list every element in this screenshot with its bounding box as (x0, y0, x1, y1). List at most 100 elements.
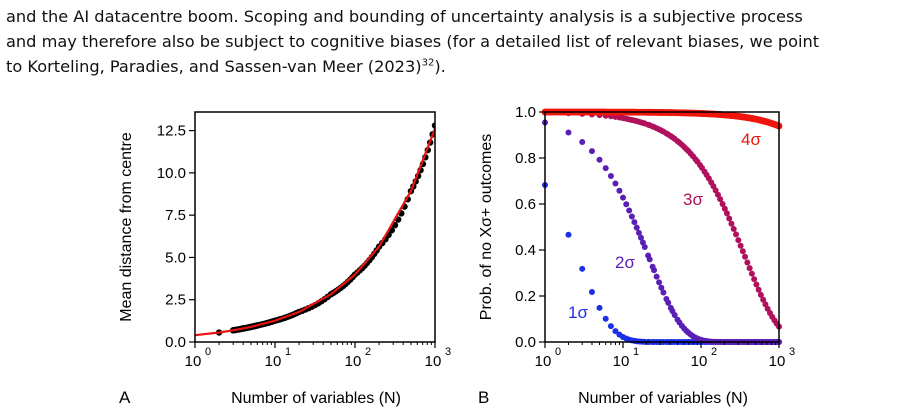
y-tick-label: 0.8 (515, 150, 536, 167)
y-tick-label: 1.0 (515, 104, 536, 121)
panel-b-point (626, 207, 633, 214)
panel-b-point (737, 242, 744, 249)
panel-b-point (579, 265, 586, 272)
paragraph-line-3-end: ). (434, 57, 446, 76)
panel-b-point (751, 276, 758, 283)
panel-b-point (623, 201, 630, 208)
panel-b-point (726, 215, 733, 222)
panel-b-label: B (478, 388, 489, 407)
panel-b-point (637, 234, 644, 241)
panel-b-point (612, 328, 619, 335)
panel-b-x-axis-label: Number of variables (N) (578, 390, 748, 407)
x-tick-exponent: 3 (445, 346, 451, 358)
panel-b-point (602, 315, 609, 322)
panel-b-point (660, 289, 667, 296)
x-tick-label: 10 (345, 353, 362, 370)
panel-b-point (728, 220, 735, 227)
panel-b-point (671, 311, 678, 318)
x-tick-label: 10 (265, 353, 282, 370)
y-tick-label: 0.4 (515, 242, 536, 259)
x-tick-label: 10 (769, 353, 786, 370)
x-tick-exponent: 1 (285, 346, 291, 358)
panel-b-point (596, 304, 603, 311)
panel-b-series-label: 4σ (741, 130, 761, 149)
panel-b-point (588, 148, 595, 155)
panel-b-point (641, 244, 648, 251)
panel-b-point (631, 219, 638, 226)
panel-a-x-axis-label: Number of variables (N) (231, 390, 401, 407)
x-tick-exponent: 0 (205, 346, 211, 358)
panel-b-point (746, 265, 753, 272)
panel-b-point (732, 231, 739, 238)
panel-b-point (665, 299, 672, 306)
panel-b-point (739, 248, 746, 255)
panel-a-frame (194, 111, 436, 343)
panel-b-point (565, 129, 572, 136)
panel-a-scatter (215, 122, 435, 336)
paragraph-line-3: to Korteling, Paradies, and Sassen-van M… (6, 57, 422, 76)
panel-b-series-label: 2σ (615, 253, 635, 272)
panel-b-point (653, 273, 660, 280)
citation-superscript: 32 (421, 57, 435, 69)
panel-a-y-axis-label: Mean distance from centre (118, 132, 135, 322)
panel-b-point (607, 323, 614, 330)
paragraph-line-2: and may therefore also be subject to cog… (6, 32, 820, 51)
y-tick-label: 2.5 (165, 292, 186, 309)
panel-b-point (658, 284, 665, 291)
y-tick-label: 0.0 (165, 334, 186, 351)
x-tick-exponent: 1 (633, 346, 639, 358)
y-tick-label: 12.5 (157, 123, 186, 140)
y-tick-label: 0.0 (515, 334, 536, 351)
panel-b-point (602, 165, 609, 172)
panel-a-scatter-point (431, 122, 435, 129)
panel-b-point (721, 205, 728, 212)
panel-b-point (730, 226, 737, 233)
panel-b-point (628, 213, 635, 220)
panel-b-point (760, 296, 767, 303)
panel-b-point (757, 291, 764, 298)
panel-b-point (742, 253, 749, 260)
panel-b-point (748, 270, 755, 277)
panel-b-point (755, 286, 762, 293)
panel-b-series-label: 3σ (683, 190, 703, 209)
y-tick-label: 10.0 (157, 165, 186, 182)
x-tick-label: 10 (613, 353, 630, 370)
panel-b-series-labels: 1σ 2σ 3σ 4σ (568, 130, 761, 322)
x-tick-exponent: 3 (789, 346, 795, 358)
y-tick-label: 5.0 (165, 249, 186, 266)
panel-b-point (596, 156, 603, 163)
panel-b-point (616, 187, 623, 194)
x-tick-label: 10 (691, 353, 708, 370)
panel-b-point (579, 138, 586, 145)
panel-a-plot (195, 122, 435, 337)
panel-b-point (635, 229, 642, 236)
panel-a-label: A (119, 388, 131, 407)
panel-b-point (723, 210, 730, 217)
body-paragraph: and the AI datacentre boom. Scoping and … (6, 4, 891, 79)
panel-b-point (639, 239, 646, 246)
y-tick-label: 0.6 (515, 196, 536, 213)
panel-b-point (712, 187, 719, 194)
panel-b-point (744, 259, 751, 266)
x-tick-exponent: 2 (711, 346, 717, 358)
panel-b-point (719, 201, 726, 208)
panel-b-point (633, 224, 640, 231)
panel-b-point (588, 289, 595, 296)
panel-b-point (651, 267, 658, 274)
panel-b-series (542, 119, 782, 345)
panel-b-point (717, 196, 724, 203)
panel-b-point (612, 180, 619, 187)
panel-b-point (735, 237, 742, 244)
paragraph-line-1: and the AI datacentre boom. Scoping and … (6, 7, 803, 26)
panel-b-series-label: 1σ (568, 303, 588, 322)
y-tick-label: 7.5 (165, 207, 186, 224)
panel-b-point (565, 231, 572, 238)
panel-b-y-axis-label: Prob. of no Xσ+ outcomes (478, 134, 495, 320)
panel-b-frame (544, 111, 780, 343)
y-tick-label: 0.2 (515, 288, 536, 305)
